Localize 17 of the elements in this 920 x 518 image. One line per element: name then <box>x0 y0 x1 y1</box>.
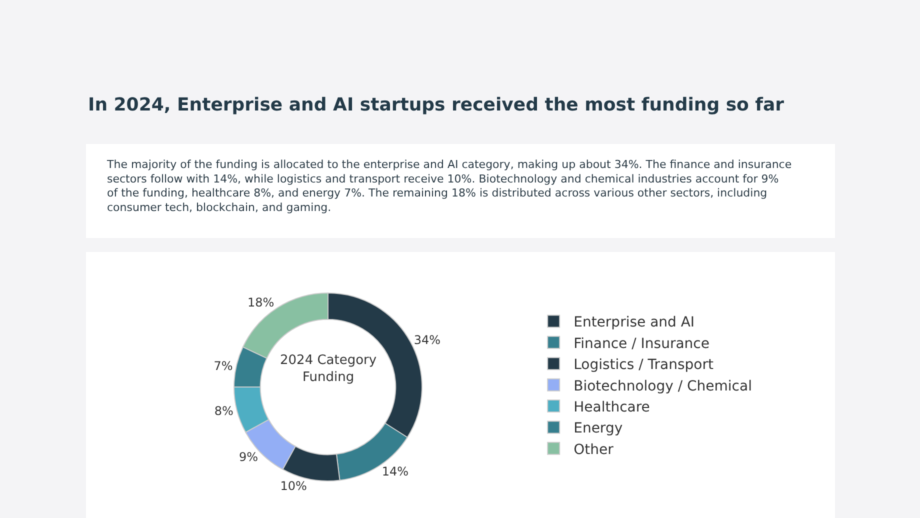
data-label: 34% <box>414 333 441 348</box>
data-label: 14% <box>382 464 409 478</box>
data-label: 10% <box>280 479 307 494</box>
chart-title: In 2024, Enterprise and AI startups received the most funding so far <box>88 94 784 116</box>
data-label: 18% <box>247 296 274 310</box>
data-label: 7% <box>214 359 233 374</box>
data-label: 9% <box>238 450 258 464</box>
legend-label: Finance / Insurance <box>574 336 710 352</box>
legend-label: Healthcare <box>574 399 650 416</box>
legend-label: Enterprise and AI <box>574 314 695 331</box>
data-label: 8% <box>214 404 234 418</box>
legend-label: Energy <box>574 420 623 437</box>
legend-label: Other <box>574 442 614 458</box>
text: 2024 Category Funding <box>280 353 377 385</box>
chart-subtitle: The majority of the funding is allocated to the enterprise and AI category, making up about 34%. The finance and insurance sectors follow with 14%, while logistics and transport receive 10%. Biotechnology and chemical industries account for 9% of the funding, healthcare 8%, and energy 7%. The remaining 18% is distributed across various other sectors, including consumer tech, blockchain, and gaming. <box>106 158 792 214</box>
legend-label: Logistics / Transport <box>574 357 714 374</box>
legend-label: Biotechnology / Chemical <box>574 378 752 394</box>
